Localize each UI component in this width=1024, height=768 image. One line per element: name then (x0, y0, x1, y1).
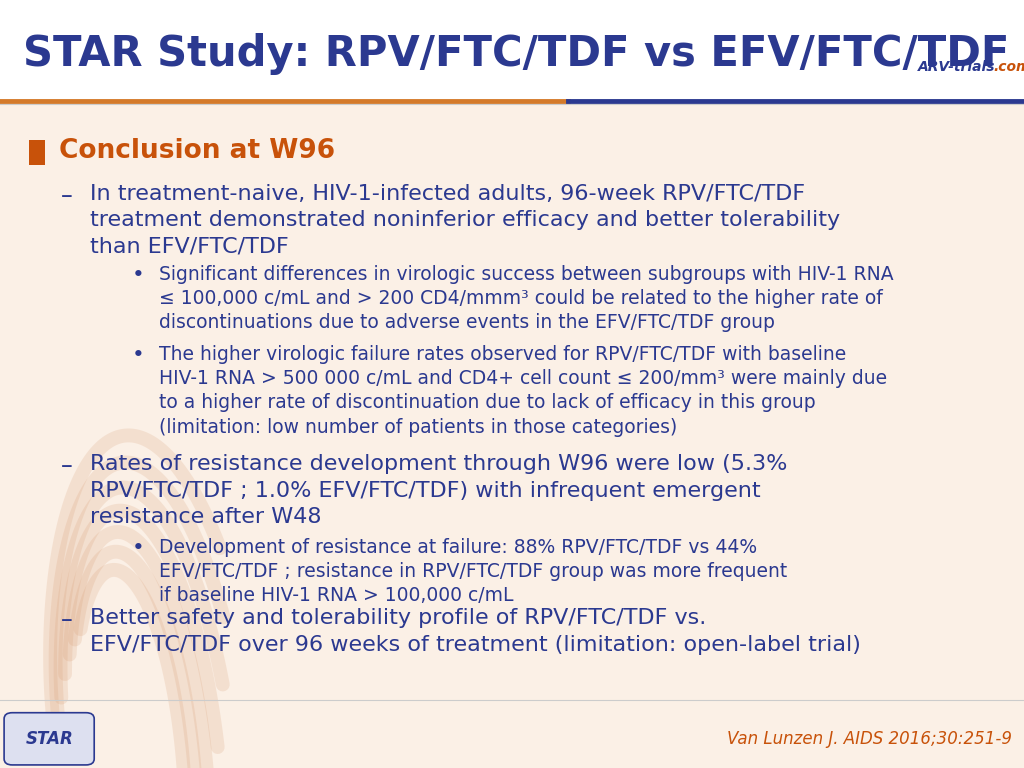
Text: In treatment-naive, HIV-1-infected adults, 96-week RPV/FTC/TDF
treatment demonst: In treatment-naive, HIV-1-infected adult… (90, 184, 841, 257)
Text: .com: .com (993, 60, 1024, 74)
Text: •: • (132, 345, 144, 365)
Text: Van Lunzen J. AIDS 2016;30:251-9: Van Lunzen J. AIDS 2016;30:251-9 (727, 730, 1012, 748)
Text: The higher virologic failure rates observed for RPV/FTC/TDF with baseline
HIV-1 : The higher virologic failure rates obser… (159, 345, 887, 437)
Text: •: • (132, 265, 144, 285)
Text: ARV-trials: ARV-trials (918, 60, 995, 74)
Text: –: – (60, 184, 73, 207)
Text: Rates of resistance development through W96 were low (5.3%
RPV/FTC/TDF ; 1.0% EF: Rates of resistance development through … (90, 454, 787, 527)
Text: Development of resistance at failure: 88% RPV/FTC/TDF vs 44%
EFV/FTC/TDF ; resis: Development of resistance at failure: 88… (159, 538, 787, 605)
Text: Significant differences in virologic success between subgroups with HIV-1 RNA
≤ : Significant differences in virologic suc… (159, 265, 893, 333)
Text: Conclusion at W96: Conclusion at W96 (59, 137, 336, 164)
Ellipse shape (876, 47, 892, 69)
Wedge shape (863, 36, 887, 89)
Wedge shape (887, 36, 910, 89)
Text: •: • (132, 538, 144, 558)
Text: –: – (60, 454, 73, 478)
Text: STAR Study: RPV/FTC/TDF vs EFV/FTC/TDF: STAR Study: RPV/FTC/TDF vs EFV/FTC/TDF (23, 33, 1009, 74)
Text: Better safety and tolerability profile of RPV/FTC/TDF vs.
EFV/FTC/TDF over 96 we: Better safety and tolerability profile o… (90, 608, 861, 654)
Text: STAR: STAR (26, 730, 73, 748)
Text: –: – (60, 608, 73, 632)
FancyBboxPatch shape (29, 141, 45, 165)
